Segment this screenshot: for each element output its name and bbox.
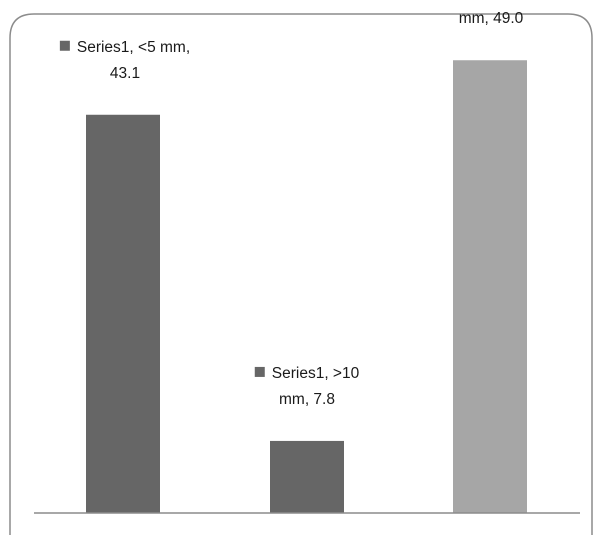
data-label-0: Series1, <5 mm, 43.1 bbox=[59, 39, 190, 82]
data-label-0-line1: Series1, <5 mm, bbox=[77, 39, 190, 56]
data-label-2: Series1, 5-10 mm, 49.0 bbox=[453, 0, 546, 27]
bar-2 bbox=[453, 60, 527, 514]
data-label-1-key bbox=[254, 366, 265, 377]
bars-layer bbox=[86, 60, 527, 514]
chart-border bbox=[9, 13, 593, 535]
data-label-1: Series1, >10 mm, 7.8 bbox=[254, 365, 360, 408]
data-label-2-line1: Series1, 5-10 bbox=[453, 0, 546, 1]
bar-0 bbox=[86, 114, 160, 514]
data-label-1-line1: Series1, >10 bbox=[272, 365, 360, 382]
data-label-0-line2: 43.1 bbox=[110, 65, 140, 82]
data-label-0-key bbox=[59, 40, 70, 51]
bar-1 bbox=[270, 440, 344, 513]
data-label-1-line2: mm, 7.8 bbox=[279, 391, 335, 408]
data-label-2-line2: mm, 49.0 bbox=[459, 10, 524, 27]
